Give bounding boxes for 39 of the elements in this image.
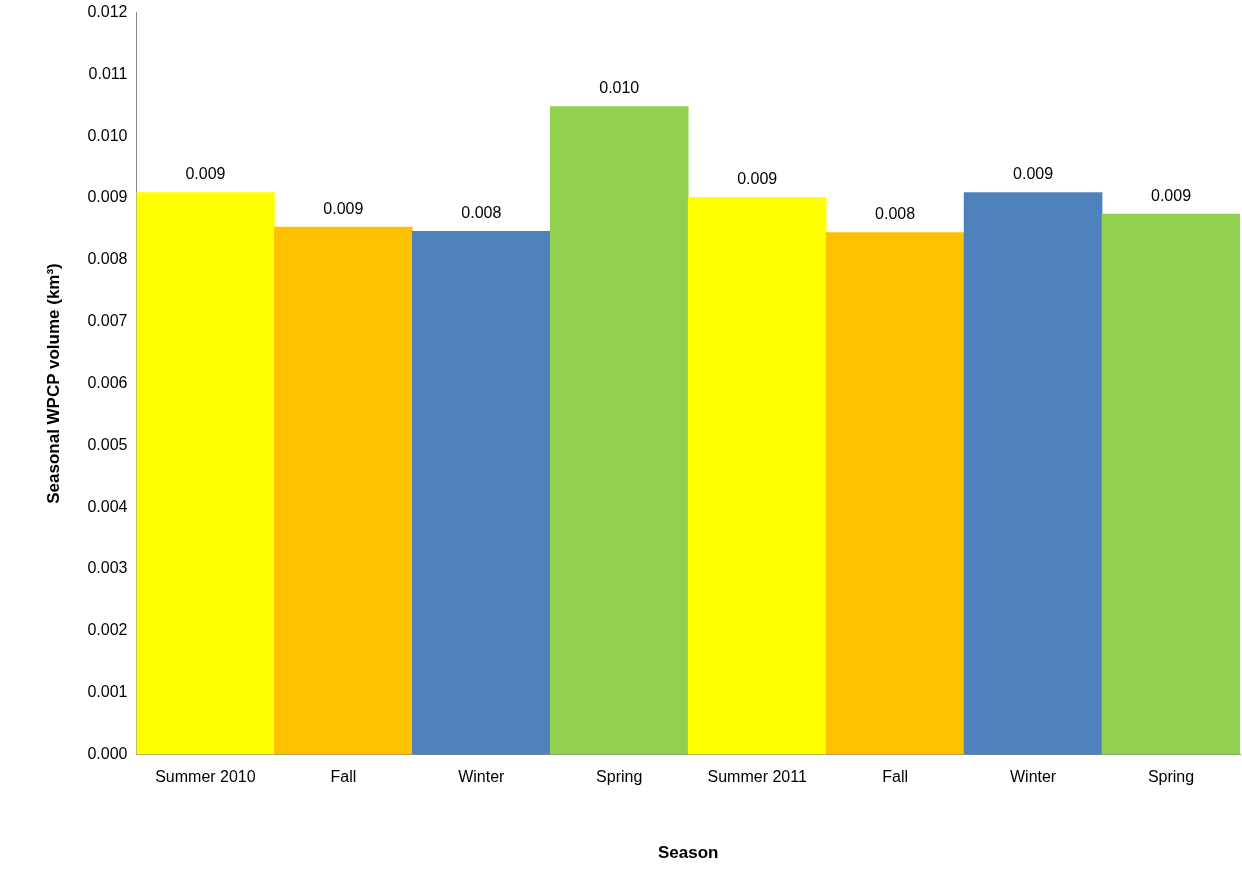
- bar: [412, 231, 551, 755]
- data-label: 0.009: [185, 164, 226, 182]
- y-tick-label: 0.008: [87, 250, 128, 268]
- x-tick-label: Fall: [330, 768, 357, 786]
- y-tick-label: 0.005: [87, 435, 128, 453]
- y-tick-label: 0.006: [87, 373, 128, 391]
- x-axis-title: Season: [657, 843, 719, 863]
- x-tick-label: Spring: [596, 768, 643, 786]
- y-tick-label: 0.001: [87, 682, 128, 700]
- y-tick-label: 0.012: [87, 3, 128, 21]
- data-label: 0.010: [599, 78, 640, 96]
- bar: [274, 226, 413, 755]
- y-tick-label: 0.007: [87, 312, 128, 330]
- x-tick-label: Summer 2010: [155, 768, 256, 786]
- y-tick-label: 0.004: [87, 497, 128, 515]
- data-label: 0.009: [323, 199, 364, 217]
- y-tick-label: 0.003: [87, 559, 128, 577]
- x-tick-label: Spring: [1147, 768, 1195, 786]
- y-tick-label: 0.010: [87, 126, 128, 144]
- bar: [963, 192, 1103, 755]
- x-tick-label: Winter: [1009, 768, 1057, 786]
- y-tick-label: 0.011: [88, 64, 128, 82]
- data-label: 0.008: [461, 203, 502, 221]
- data-label: 0.008: [875, 205, 916, 223]
- data-label: 0.009: [1013, 164, 1054, 182]
- data-label: 0.009: [1151, 186, 1192, 204]
- y-tick-label: 0.000: [87, 744, 128, 762]
- bar: [549, 106, 689, 755]
- data-label: 0.009: [737, 169, 778, 187]
- y-tick-label: 0.009: [87, 188, 128, 206]
- bar: [1101, 213, 1240, 755]
- x-tick-label: Summer 2011: [707, 768, 807, 786]
- y-tick-label: 0.002: [87, 621, 128, 639]
- bar: [687, 197, 827, 755]
- x-tick-label: Winter: [458, 768, 506, 786]
- x-tick-label: Fall: [882, 768, 909, 786]
- bar: [136, 192, 275, 755]
- y-axis-title: Seasonal WPCP volume (km³): [43, 263, 63, 504]
- bar: [825, 232, 965, 755]
